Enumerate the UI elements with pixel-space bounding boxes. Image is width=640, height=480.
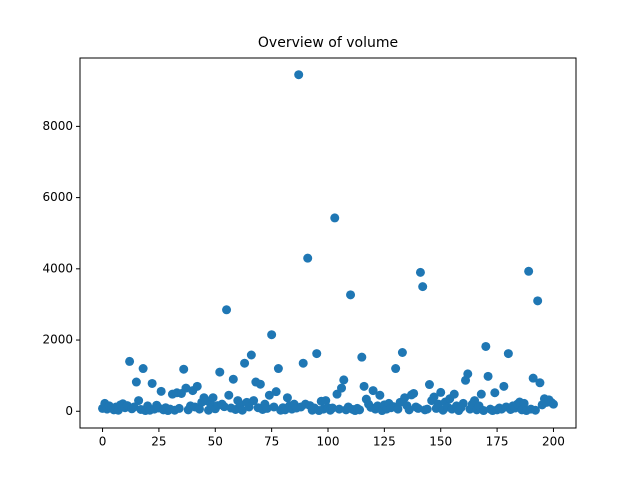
point <box>337 383 347 393</box>
point <box>346 290 356 300</box>
point <box>246 350 256 360</box>
point <box>490 388 500 398</box>
point <box>483 371 493 381</box>
point <box>409 388 419 398</box>
point <box>321 396 331 406</box>
point <box>418 282 428 292</box>
y-tick-label: 0 <box>65 404 73 418</box>
point <box>328 403 338 413</box>
point <box>131 377 141 387</box>
point <box>330 213 340 223</box>
point <box>215 367 225 377</box>
point <box>249 396 259 406</box>
point <box>134 396 144 406</box>
point <box>436 387 446 397</box>
point <box>530 405 540 415</box>
point <box>359 381 369 391</box>
point <box>262 403 272 413</box>
point <box>222 305 232 315</box>
point <box>138 364 148 374</box>
point <box>181 383 191 393</box>
point <box>334 404 344 414</box>
x-tick-label: 175 <box>486 435 509 449</box>
point <box>219 402 229 412</box>
point <box>479 406 489 416</box>
point <box>192 381 202 391</box>
point <box>524 266 534 276</box>
chart-title: Overview of volume <box>258 35 398 51</box>
point <box>224 390 234 400</box>
point <box>404 405 414 415</box>
point <box>463 369 473 379</box>
point <box>357 352 367 362</box>
point <box>391 364 401 374</box>
point <box>533 296 543 306</box>
y-tick-label: 8000 <box>42 119 73 133</box>
point <box>312 349 322 359</box>
point <box>413 403 423 413</box>
x-tick-label: 50 <box>208 435 223 449</box>
point <box>481 341 491 351</box>
x-tick-label: 25 <box>151 435 166 449</box>
point <box>228 374 238 384</box>
point <box>368 386 378 396</box>
point <box>458 398 468 408</box>
x-tick-label: 0 <box>99 435 107 449</box>
point <box>264 390 274 400</box>
point <box>422 404 432 414</box>
point <box>476 389 486 399</box>
point <box>535 378 545 388</box>
point <box>156 386 166 396</box>
x-tick-label: 100 <box>317 435 340 449</box>
point <box>429 392 439 402</box>
point <box>237 405 247 415</box>
point <box>125 356 135 366</box>
x-tick-label: 150 <box>429 435 452 449</box>
point <box>339 375 349 385</box>
point <box>519 398 529 408</box>
point <box>449 389 459 399</box>
point <box>129 402 139 412</box>
point <box>393 404 403 414</box>
point <box>528 373 538 383</box>
point <box>294 70 304 80</box>
point <box>174 403 184 413</box>
point <box>303 253 313 263</box>
point <box>255 379 265 389</box>
x-tick-label: 125 <box>373 435 396 449</box>
point <box>548 399 558 409</box>
x-tick-label: 200 <box>542 435 565 449</box>
point <box>282 393 292 403</box>
point <box>194 404 204 414</box>
point <box>415 267 425 277</box>
point <box>375 390 385 400</box>
point <box>179 364 189 374</box>
point <box>267 330 277 340</box>
point <box>269 402 279 412</box>
point <box>355 405 365 415</box>
point <box>397 348 407 358</box>
x-tick-label: 75 <box>264 435 279 449</box>
y-tick-label: 2000 <box>42 333 73 347</box>
point <box>298 358 308 368</box>
point <box>503 349 513 359</box>
point <box>273 364 283 374</box>
y-tick-label: 6000 <box>42 190 73 204</box>
point <box>147 378 157 388</box>
point <box>240 358 250 368</box>
point <box>400 393 410 403</box>
point <box>208 393 218 403</box>
point <box>244 402 254 412</box>
y-tick-label: 4000 <box>42 261 73 275</box>
point <box>499 381 509 391</box>
point <box>271 387 281 397</box>
point <box>424 380 434 390</box>
